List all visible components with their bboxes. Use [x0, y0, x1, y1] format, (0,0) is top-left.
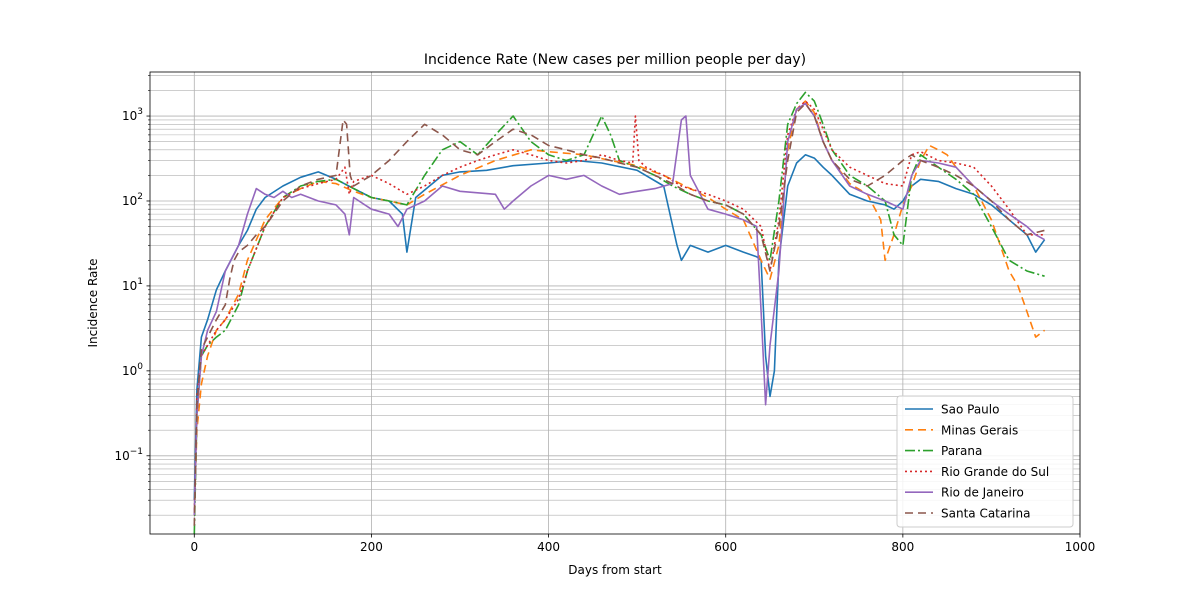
y-tick-label-base: 10: [122, 194, 137, 208]
x-tick-label: 0: [190, 540, 198, 554]
legend-label: Sao Paulo: [941, 403, 999, 417]
x-tick-label: 600: [714, 540, 737, 554]
y-tick-label-exponent: 3: [137, 107, 143, 117]
y-tick-label: 102: [122, 192, 143, 208]
legend-box: [896, 395, 1074, 528]
legend-label: Rio Grande do Sul: [941, 465, 1049, 479]
y-tick-label-base: 10: [122, 109, 137, 123]
x-tick-label: 800: [891, 540, 914, 554]
series-line-rio-grande-do-sul: [193, 100, 1045, 516]
y-tick-label-exponent: 0: [137, 362, 143, 372]
y-tick-label: 100: [122, 362, 143, 378]
y-tick-label-exponent: 2: [137, 192, 143, 202]
legend-label: Santa Catarina: [941, 507, 1030, 521]
legend-label: Parana: [941, 444, 982, 458]
series-lines: [193, 91, 1046, 534]
y-tick-label-base: 10: [122, 279, 137, 293]
y-axis-label: Incidence Rate: [86, 259, 100, 348]
y-tick-label: 10−1: [114, 447, 143, 463]
series-line-sao-paulo: [193, 154, 1046, 501]
x-tick-label: 200: [360, 540, 383, 554]
y-tick-label: 103: [122, 107, 143, 123]
legend-label: Minas Gerais: [941, 423, 1018, 437]
series-line-santa-catarina: [193, 102, 1045, 526]
y-tick-label: 101: [122, 277, 143, 293]
x-tick-label: 1000: [1065, 540, 1096, 554]
y-tick-label-base: 10: [122, 364, 137, 378]
x-axis-label: Days from start: [568, 563, 662, 577]
plot-frame: [149, 71, 1081, 535]
y-tick-label-base: 10: [114, 449, 129, 463]
series-line-parana: [193, 91, 1045, 534]
legend-label: Rio de Janeiro: [941, 486, 1024, 500]
series-line-rio-de-janeiro: [193, 102, 1045, 516]
legend: Sao Paulo Minas Gerais Parana Rio Grande do…: [896, 395, 1074, 528]
x-tick-label: 400: [537, 540, 560, 554]
y-tick-label-exponent: −1: [130, 447, 143, 457]
y-tick-label-exponent: 1: [137, 277, 143, 287]
chart-title: Incidence Rate (New cases per million pe…: [424, 52, 806, 68]
